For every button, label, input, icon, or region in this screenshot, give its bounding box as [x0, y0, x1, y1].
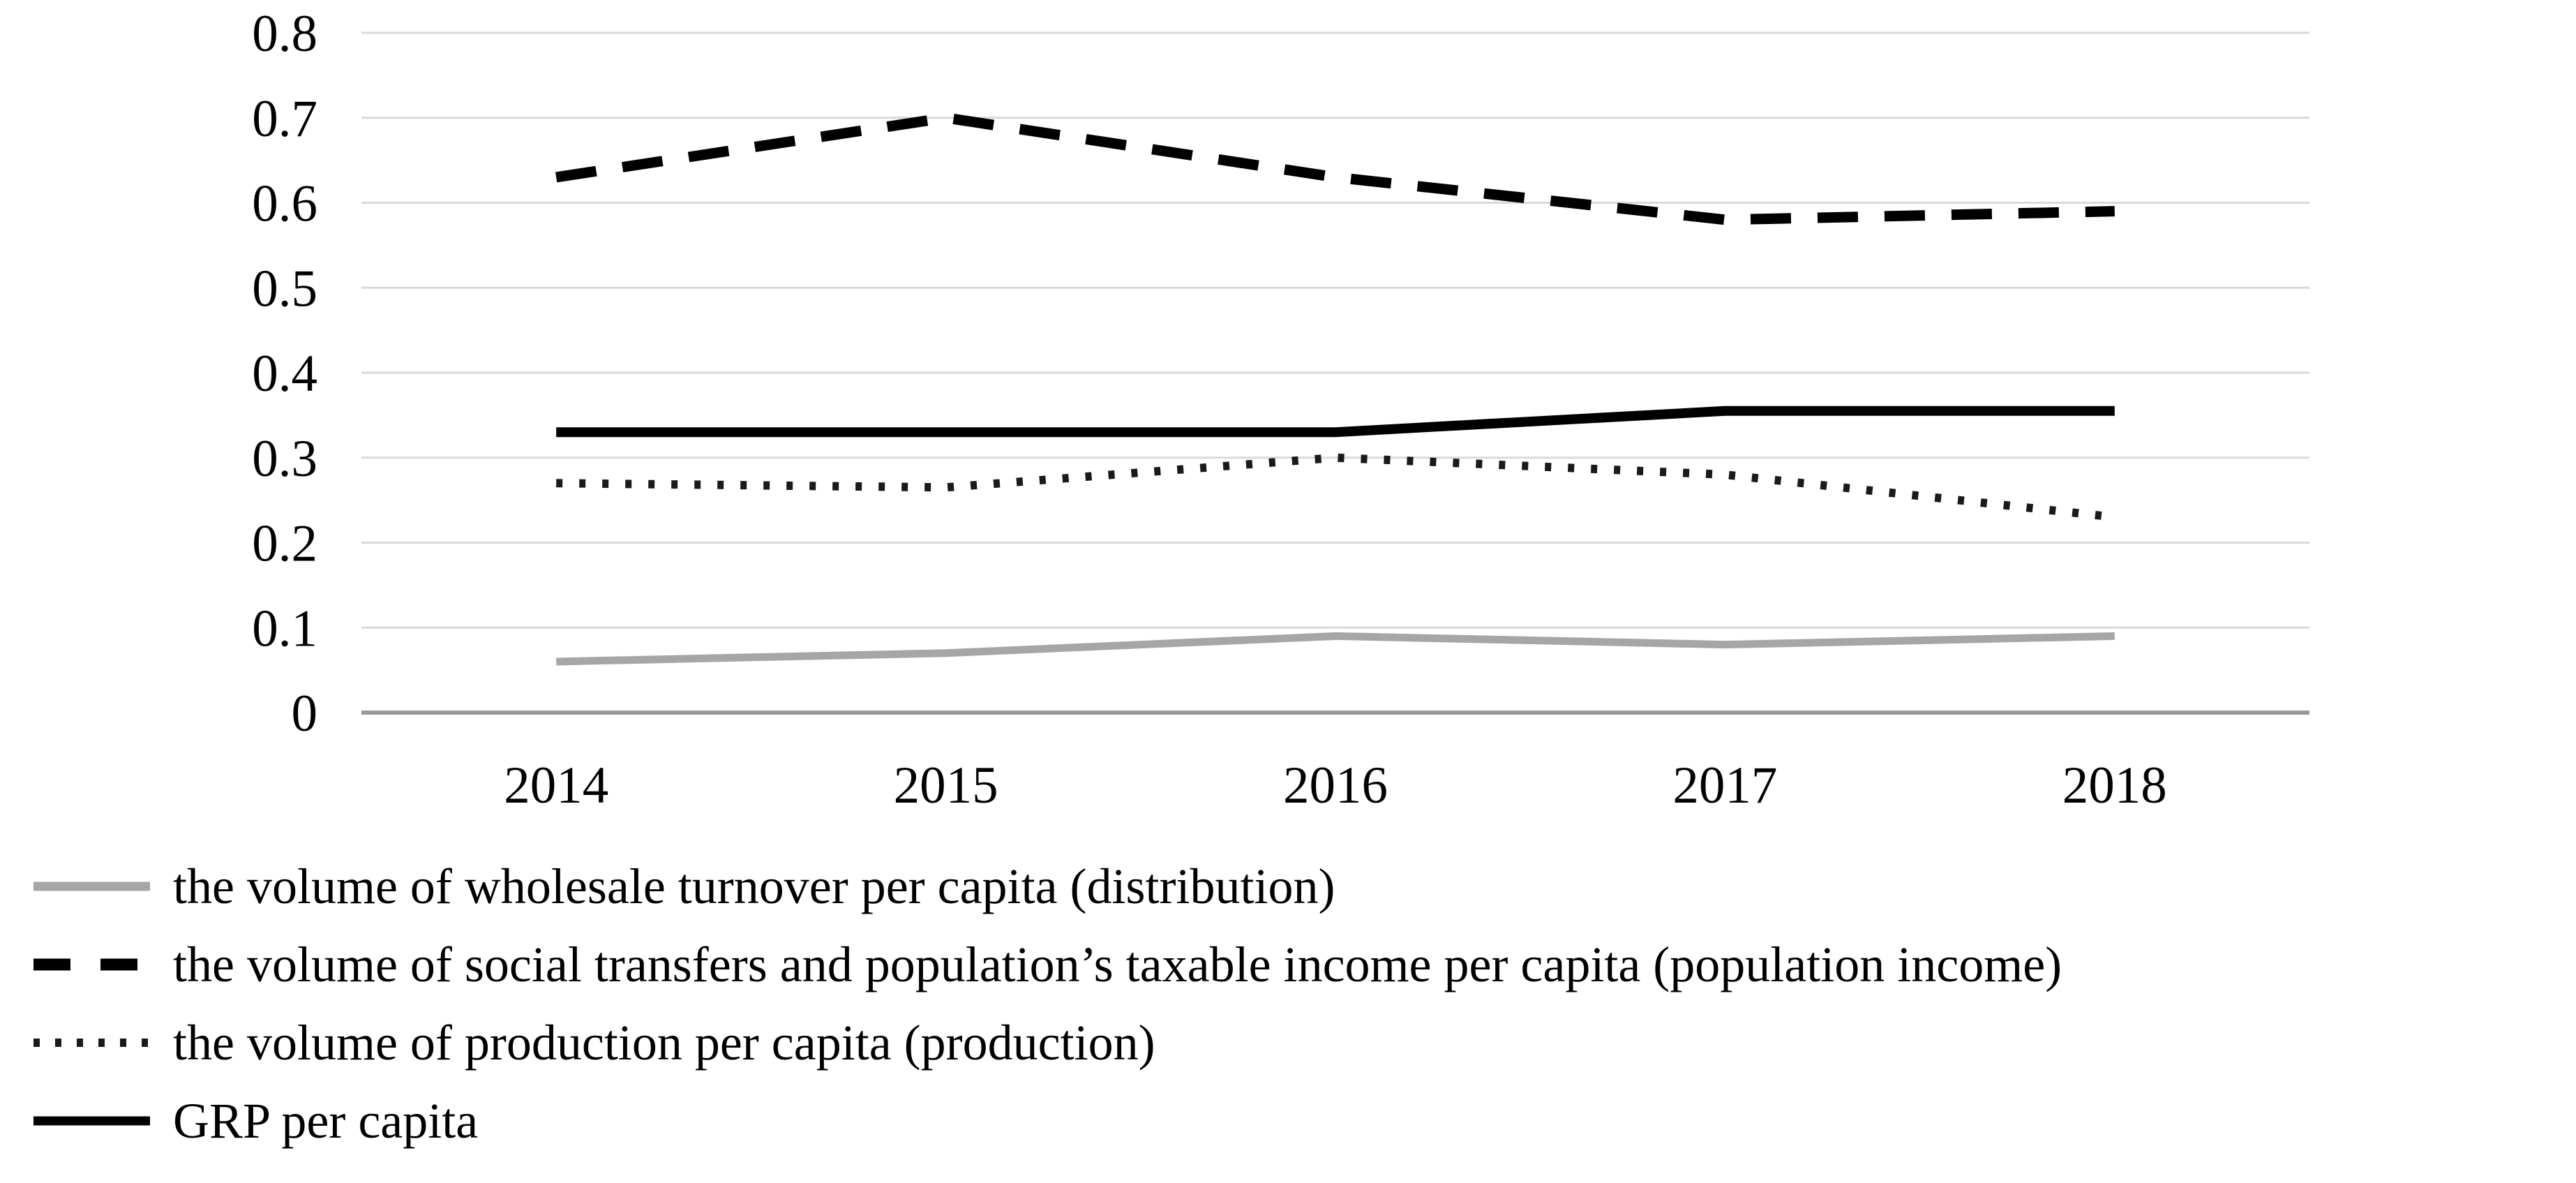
y-axis-tick-label: 0	[292, 685, 318, 743]
y-axis-tick-label: 0.7	[252, 90, 317, 148]
x-axis-tick-label: 2016	[1283, 757, 1388, 814]
legend-label: the volume of social transfers and popul…	[173, 937, 2062, 992]
y-axis-tick-label: 0.1	[252, 600, 317, 657]
legend: the volume of wholesale turnover per cap…	[33, 858, 2062, 1149]
x-axis-tick-label: 2014	[504, 757, 608, 814]
series-line-1	[555, 112, 2115, 225]
legend-label: GRP per capita	[173, 1093, 478, 1149]
y-axis-tick-label: 0.3	[252, 430, 317, 488]
x-axis-tick-label: 2018	[2062, 757, 2167, 814]
legend-label: the volume of production per capita (pro…	[173, 1015, 1155, 1071]
y-axis-tick-label: 0.2	[252, 515, 317, 573]
legend-item: the volume of wholesale turnover per cap…	[33, 858, 1335, 914]
y-axis-tick-label: 0.4	[252, 345, 317, 403]
series-line-3	[556, 406, 2115, 438]
legend-item: the volume of production per capita (pro…	[33, 1015, 1155, 1071]
y-axis-tick-label: 0.6	[252, 175, 317, 233]
legend-item: GRP per capita	[33, 1093, 478, 1149]
legend-item: the volume of social transfers and popul…	[33, 937, 2062, 992]
y-axis-tick-label: 0.5	[252, 260, 317, 318]
x-axis-tick-label: 2015	[894, 757, 998, 814]
data-series-lines	[555, 112, 2116, 666]
series-line-0	[556, 632, 2115, 666]
y-axis-tick-label: 0.8	[252, 5, 317, 63]
x-axis-tick-labels: 2014 2015 2016 2017 2018	[504, 757, 2167, 814]
x-axis-tick-label: 2017	[1672, 757, 1777, 814]
legend-label: the volume of wholesale turnover per cap…	[173, 858, 1335, 914]
y-axis-tick-labels: 0.8 0.7 0.6 0.5 0.4 0.3 0.2 0.1 0	[252, 5, 317, 743]
